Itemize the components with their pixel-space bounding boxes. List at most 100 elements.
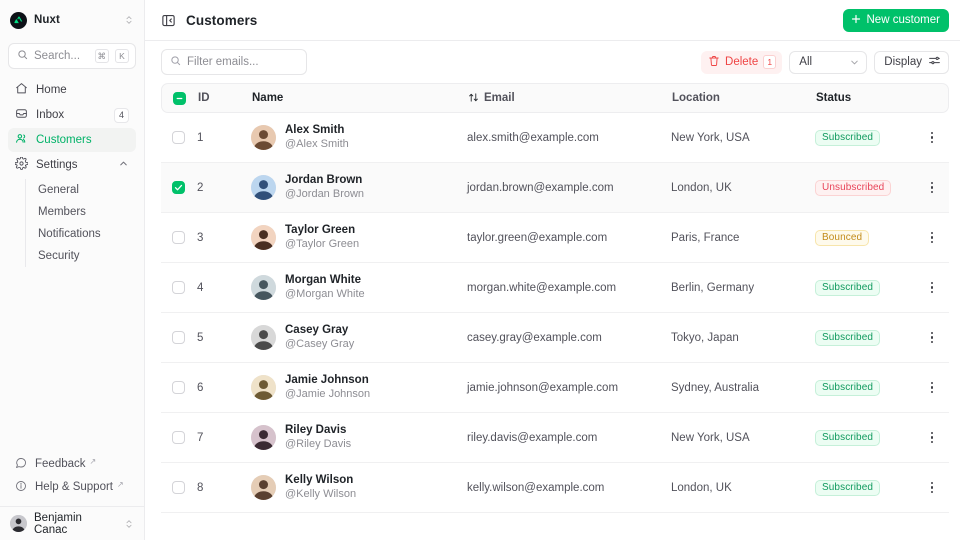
cell-email: jamie.johnson@example.com <box>467 381 619 394</box>
table-row[interactable]: 6 Jamie Johnson @Jamie Johnson jamie.joh… <box>161 363 949 413</box>
customer-handle: @Kelly Wilson <box>285 488 357 501</box>
sidebar-item-settings[interactable]: Settings <box>8 153 136 177</box>
customer-handle: @Riley Davis <box>285 438 352 451</box>
cell-name: Morgan White @Morgan White <box>251 273 467 302</box>
plus-icon <box>850 13 862 28</box>
table-toolbar: Filter emails... Delete 1 All <box>145 41 960 83</box>
cell-id: 8 <box>197 481 204 494</box>
avatar <box>251 125 276 150</box>
table-row[interactable]: 2 Jordan Brown @Jordan Brown jordan.brow… <box>161 163 949 213</box>
column-header-status[interactable]: Status <box>816 92 852 104</box>
row-checkbox[interactable] <box>172 131 185 144</box>
delete-button[interactable]: Delete 1 <box>701 50 783 74</box>
column-header-id[interactable]: ID <box>198 92 210 104</box>
cell-location: Sydney, Australia <box>671 381 760 394</box>
panel-collapse-icon[interactable] <box>161 13 176 28</box>
sidebar-item-customers[interactable]: Customers <box>8 128 136 152</box>
chevron-up-down-icon <box>124 15 134 25</box>
name-block: Riley Davis @Riley Davis <box>285 423 351 452</box>
cell-name: Kelly Wilson @Kelly Wilson <box>251 473 467 502</box>
select-all-checkbox[interactable] <box>173 91 186 105</box>
more-vertical-icon[interactable] <box>923 178 942 198</box>
row-checkbox[interactable] <box>172 431 185 444</box>
more-vertical-icon[interactable] <box>923 278 942 298</box>
cell-id: 3 <box>197 231 204 244</box>
row-select-cell <box>161 281 197 294</box>
filter-emails-input[interactable]: Filter emails... <box>161 49 307 75</box>
cell-email: taylor.green@example.com <box>467 231 608 244</box>
subnav-label: Members <box>38 206 86 218</box>
avatar <box>251 275 276 300</box>
column-header-name[interactable]: Name <box>252 92 284 104</box>
cell-location: London, UK <box>671 481 732 494</box>
more-vertical-icon[interactable] <box>923 428 942 448</box>
toolbar-actions: Delete 1 All Display <box>701 50 949 74</box>
display-label: Display <box>884 56 922 68</box>
table-header-row: ID Name Email Location Status <box>161 83 949 113</box>
cell-email: alex.smith@example.com <box>467 131 599 144</box>
row-checkbox[interactable] <box>172 381 185 394</box>
inbox-badge: 4 <box>114 107 129 123</box>
status-filter-select[interactable]: All <box>789 50 868 74</box>
status-badge: Unsubscribed <box>815 179 892 196</box>
row-checkbox[interactable] <box>172 231 185 244</box>
more-vertical-icon[interactable] <box>923 228 942 248</box>
avatar <box>251 225 276 250</box>
sidebar-item-label: Inbox <box>36 109 65 121</box>
column-header-email[interactable]: Email <box>468 92 672 104</box>
customer-name: Alex Smith <box>285 123 345 136</box>
new-customer-button[interactable]: New customer <box>842 8 949 32</box>
cell-location: New York, USA <box>671 131 750 144</box>
row-checkbox[interactable] <box>172 481 185 494</box>
table-row[interactable]: 1 Alex Smith @Alex Smith alex.smith@exam… <box>161 113 949 163</box>
cell-location: Paris, France <box>671 231 740 244</box>
sidebar-item-general[interactable]: General <box>26 179 136 201</box>
row-select-cell <box>161 181 197 194</box>
cell-name: Alex Smith @Alex Smith <box>251 123 467 152</box>
sidebar-item-notifications[interactable]: Notifications <box>26 223 136 245</box>
customers-table: ID Name Email Location Status 1 <box>145 83 960 540</box>
table-body: 1 Alex Smith @Alex Smith alex.smith@exam… <box>161 113 949 513</box>
cell-id: 7 <box>197 431 204 444</box>
cell-id: 5 <box>197 331 204 344</box>
user-switcher[interactable]: Benjamin Canac <box>0 506 144 540</box>
table-row[interactable]: 4 Morgan White @Morgan White morgan.whit… <box>161 263 949 313</box>
sidebar-spacer <box>0 267 144 453</box>
search-input[interactable]: Search... ⌘ K <box>8 43 136 69</box>
sidebar-item-security[interactable]: Security <box>26 245 136 267</box>
sidebar-item-inbox[interactable]: Inbox 4 <box>8 103 136 127</box>
row-checkbox[interactable] <box>172 331 185 344</box>
customer-name: Kelly Wilson <box>285 473 354 486</box>
sidebar-item-home[interactable]: Home <box>8 78 136 102</box>
gear-icon <box>14 156 29 173</box>
cell-name: Casey Gray @Casey Gray <box>251 323 467 352</box>
sidebar-item-members[interactable]: Members <box>26 201 136 223</box>
external-link-icon: ↗ <box>117 480 124 489</box>
more-vertical-icon[interactable] <box>923 478 942 498</box>
more-vertical-icon[interactable] <box>923 328 942 348</box>
cell-id: 1 <box>197 131 204 144</box>
name-block: Kelly Wilson @Kelly Wilson <box>285 473 356 502</box>
sidebar-item-label: Settings <box>36 159 78 171</box>
row-checkbox[interactable] <box>172 281 185 294</box>
sidebar-item-help-support[interactable]: Help & Support ↗ <box>8 476 136 498</box>
sidebar-item-label: Customers <box>36 134 92 146</box>
table-row[interactable]: 3 Taylor Green @Taylor Green taylor.gree… <box>161 213 949 263</box>
table-row[interactable]: 7 Riley Davis @Riley Davis riley.davis@e… <box>161 413 949 463</box>
team-switcher[interactable]: Nuxt <box>0 0 144 40</box>
row-select-cell <box>161 431 197 444</box>
cell-id: 2 <box>197 181 204 194</box>
cell-location: London, UK <box>671 181 732 194</box>
row-checkbox[interactable] <box>172 181 185 194</box>
chat-icon <box>15 457 27 472</box>
table-row[interactable]: 5 Casey Gray @Casey Gray casey.gray@exam… <box>161 313 949 363</box>
more-vertical-icon[interactable] <box>923 128 942 148</box>
column-header-location[interactable]: Location <box>672 92 720 104</box>
display-button[interactable]: Display <box>874 50 949 74</box>
sidebar-item-feedback[interactable]: Feedback ↗ <box>8 453 136 475</box>
table-row[interactable]: 8 Kelly Wilson @Kelly Wilson kelly.wilso… <box>161 463 949 513</box>
avatar <box>10 515 27 532</box>
cell-actions <box>915 228 949 248</box>
more-vertical-icon[interactable] <box>923 378 942 398</box>
trash-icon <box>708 55 720 70</box>
